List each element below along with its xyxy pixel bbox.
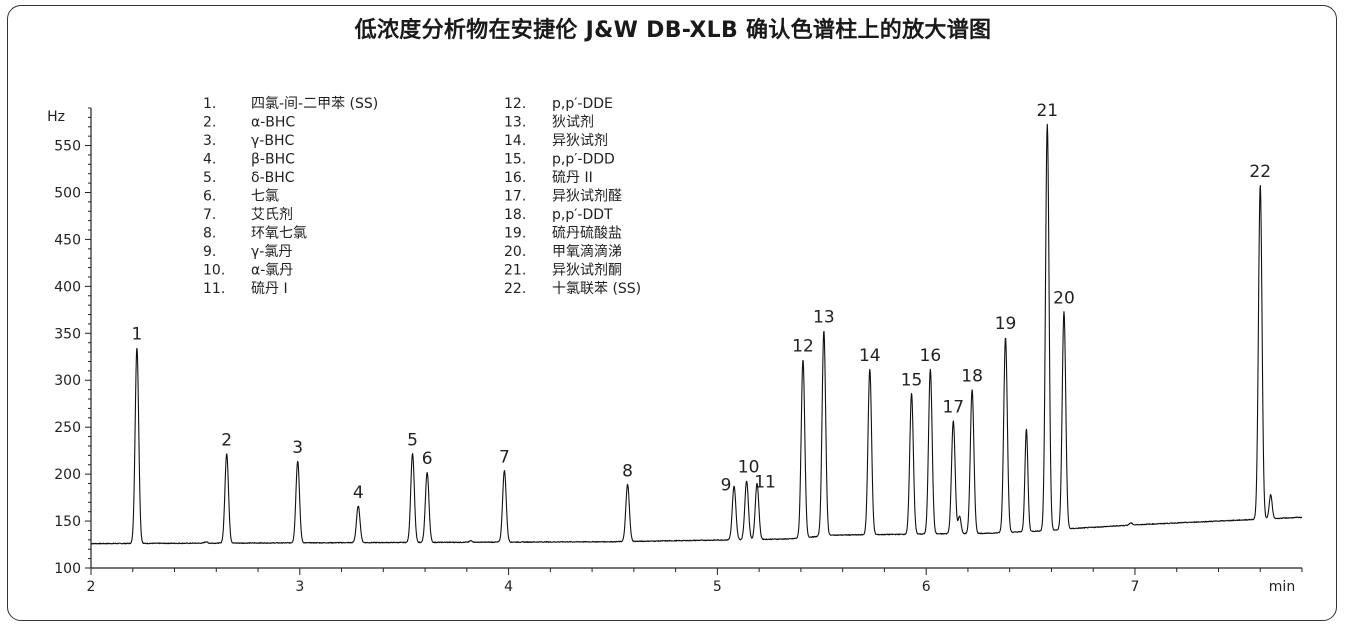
- legend-item-number: 21.: [504, 263, 526, 279]
- peak-label: 2: [221, 430, 232, 450]
- y-tick-label: 400: [54, 279, 81, 295]
- legend-item-name: α-BHC: [251, 115, 295, 131]
- legend-item-name: 艾氏剂: [251, 207, 293, 223]
- legend-item-number: 11.: [203, 281, 225, 297]
- legend-item-name: 异狄试剂酮: [552, 263, 622, 279]
- peak-label: 1: [132, 324, 143, 344]
- peak-label: 10: [738, 458, 760, 478]
- legend-item-name: 十氯联苯 (SS): [552, 280, 641, 297]
- peak-label: 13: [813, 307, 835, 327]
- y-tick-label: 350: [54, 326, 81, 342]
- peak-label: 12: [792, 337, 814, 357]
- legend-item-name: 硫丹 I: [251, 281, 288, 297]
- legend-item-number: 16.: [504, 170, 526, 186]
- peak-label: 6: [422, 449, 433, 469]
- y-tick-label: 100: [54, 561, 81, 577]
- legend-item-name: 狄试剂: [552, 115, 594, 131]
- peak-label: 11: [754, 473, 776, 493]
- x-tick-label: 5: [713, 579, 722, 595]
- legend-item-number: 9.: [203, 244, 216, 260]
- x-tick-label: 6: [922, 579, 931, 595]
- legend-item-number: 7.: [203, 207, 216, 223]
- legend-item-name: 异狄试剂: [552, 133, 608, 149]
- y-tick-label: 550: [54, 139, 81, 155]
- legend-item-name: γ-BHC: [251, 133, 294, 149]
- peak-label: 18: [961, 367, 983, 387]
- peak-label: 4: [353, 483, 364, 503]
- legend-item-name: 甲氧滴滴涕: [552, 243, 622, 260]
- legend-item-number: 1.: [203, 96, 216, 112]
- peak-label: 19: [995, 314, 1017, 334]
- legend-item-number: 20.: [504, 244, 526, 260]
- legend-item-number: 8.: [203, 226, 216, 242]
- legend-item-number: 18.: [504, 207, 526, 223]
- peak-label: 3: [292, 438, 303, 458]
- legend-item-number: 6.: [203, 189, 216, 205]
- y-tick-label: 150: [54, 514, 81, 530]
- legend-item-name: 硫丹 II: [552, 170, 593, 186]
- peak-label: 20: [1053, 289, 1075, 309]
- legend-item-name: p,p′-DDD: [552, 152, 615, 168]
- peak-label: 15: [901, 370, 923, 390]
- chart-frame: [7, 5, 1337, 621]
- peak-label: 8: [622, 461, 633, 481]
- peak-label: 14: [859, 346, 881, 366]
- x-tick-label: 2: [87, 579, 96, 595]
- x-tick-label: 3: [295, 579, 304, 595]
- legend-item-name: 异狄试剂醛: [552, 189, 622, 205]
- legend-item-name: 硫丹硫酸盐: [552, 226, 622, 242]
- legend-item-number: 22.: [504, 281, 526, 297]
- legend-item-number: 19.: [504, 226, 526, 242]
- legend-item-name: p,p′-DDT: [552, 207, 613, 223]
- legend-item-name: 环氧七氯: [251, 226, 307, 242]
- legend-item-name: 四氯-间-二甲苯 (SS): [251, 95, 378, 112]
- legend-item-number: 4.: [203, 152, 216, 168]
- y-tick-label: 250: [54, 420, 81, 436]
- legend-item-number: 3.: [203, 133, 216, 149]
- legend-item-number: 12.: [504, 96, 526, 112]
- peak-label: 21: [1036, 101, 1058, 121]
- chromatogram-trace: [90, 123, 1303, 545]
- x-tick-label: 4: [504, 579, 513, 595]
- peak-label: 17: [942, 398, 964, 418]
- legend-item-number: 15.: [504, 152, 526, 168]
- legend-item-name: p,p′-DDE: [552, 96, 613, 112]
- legend-item-number: 17.: [504, 189, 526, 205]
- peak-label: 22: [1249, 162, 1271, 182]
- chart-title: 低浓度分析物在安捷伦 J&W DB-XLB 确认色谱柱上的放大谱图: [354, 18, 992, 43]
- peak-label: 7: [499, 447, 510, 467]
- peak-label: 5: [407, 430, 418, 450]
- legend-item-number: 14.: [504, 133, 526, 149]
- x-tick-label: 7: [1131, 579, 1140, 595]
- y-tick-label: 500: [54, 185, 81, 201]
- y-tick-label: 300: [54, 373, 81, 389]
- legend-item-name: γ-氯丹: [251, 244, 292, 260]
- y-tick-label: 200: [54, 467, 81, 483]
- peak-label: 9: [721, 475, 732, 495]
- y-axis-unit-label: Hz: [47, 109, 65, 125]
- legend-item-name: β-BHC: [251, 152, 295, 168]
- legend-item-name: α-氯丹: [251, 263, 293, 279]
- legend-item-number: 10.: [203, 263, 225, 279]
- legend-item-number: 5.: [203, 170, 216, 186]
- legend-item-number: 13.: [504, 115, 526, 131]
- legend-item-name: δ-BHC: [251, 170, 295, 186]
- legend-item-name: 七氯: [251, 189, 279, 205]
- legend-item-number: 2.: [203, 115, 216, 131]
- x-axis-unit-label: min: [1269, 579, 1295, 595]
- peak-label: 16: [920, 346, 942, 366]
- y-tick-label: 450: [54, 232, 81, 248]
